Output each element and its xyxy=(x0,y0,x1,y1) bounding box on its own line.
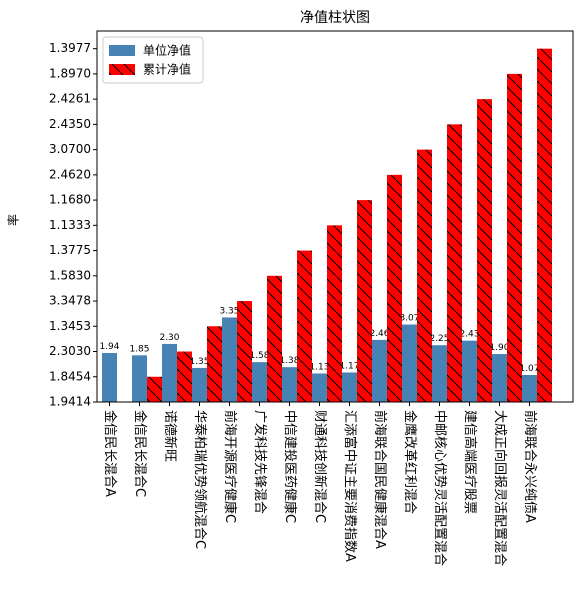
bar xyxy=(147,376,162,402)
x-tick-label: 金信民长混合C xyxy=(132,410,148,497)
data-label: 2.43 xyxy=(459,330,479,340)
bar xyxy=(372,339,387,402)
y-tick-label: 2.3030 xyxy=(49,344,91,358)
bar xyxy=(297,250,312,402)
x-tick-label: 财通科技创新混合C xyxy=(312,410,328,523)
x-tick-label: 中信建投医药健康C xyxy=(282,410,298,523)
bar xyxy=(462,340,477,402)
y-tick-label: 1.5830 xyxy=(49,268,91,282)
legend-label: 累计净值 xyxy=(143,62,191,77)
bar xyxy=(522,374,537,402)
data-label: 1.58 xyxy=(249,351,269,361)
bar xyxy=(132,355,147,402)
bar xyxy=(237,301,252,402)
y-tick-label: 3.0700 xyxy=(49,142,91,156)
y-tick-label: 1.3453 xyxy=(49,319,91,333)
y-tick-label: 2.4350 xyxy=(49,117,91,131)
bar xyxy=(417,149,432,402)
x-tick-label: 汇添富中证主要消费指数A xyxy=(342,410,358,562)
x-tick-label: 前海联合永兴纯债A xyxy=(522,410,538,523)
legend-swatch xyxy=(109,45,135,56)
y-tick-label: 1.1333 xyxy=(49,218,91,232)
y-tick-label: 1.8454 xyxy=(49,369,91,383)
data-label: 1.17 xyxy=(339,361,359,371)
y-tick-label: 2.4261 xyxy=(49,92,91,106)
bar xyxy=(537,48,552,403)
bar xyxy=(267,275,282,402)
bar xyxy=(312,373,327,402)
x-tick-label: 前海联合国民健康混合A xyxy=(372,410,388,549)
bar xyxy=(162,343,177,402)
x-tick-label: 华泰柏瑞优势领航混合C xyxy=(192,410,208,549)
chart-title: 净值柱状图 xyxy=(300,10,370,26)
data-label: 1.94 xyxy=(99,342,119,352)
plot-frame xyxy=(96,30,574,403)
y-tick-label: 3.3478 xyxy=(49,294,91,308)
x-tick-label: 建信高端医疗股票 xyxy=(462,410,478,514)
x-tick-label: 金信民长混合A xyxy=(102,410,118,497)
x-tick-label: 金鹰改革红利混合 xyxy=(402,410,418,514)
bar xyxy=(102,353,117,402)
bar xyxy=(282,367,297,402)
y-axis-label: 率 xyxy=(6,214,21,226)
data-label: 1.35 xyxy=(189,357,209,367)
y-tick-label: 2.4620 xyxy=(49,167,91,181)
y-tick-label: 1.9414 xyxy=(49,395,91,409)
bar xyxy=(207,326,222,402)
bar xyxy=(252,362,267,402)
data-label: 2.46 xyxy=(369,329,389,339)
legend-swatch xyxy=(109,64,135,75)
data-label: 3.35 xyxy=(219,306,239,316)
y-tick-label: 1.1680 xyxy=(49,193,91,207)
bar xyxy=(357,200,372,402)
y-tick-label: 1.3775 xyxy=(49,243,91,257)
y-tick-label: 1.8970 xyxy=(49,66,91,80)
bar xyxy=(387,174,402,402)
y-tick-label: 1.3977 xyxy=(49,41,91,55)
bar xyxy=(402,324,417,402)
data-label: 1.07 xyxy=(519,364,539,374)
data-label: 1.38 xyxy=(279,356,299,366)
data-label: 2.25 xyxy=(429,334,449,344)
bar xyxy=(327,225,342,402)
bar xyxy=(492,354,507,402)
x-tick-label: 诺德新旺 xyxy=(162,410,178,462)
x-tick-label: 前海开源医疗健康C xyxy=(222,410,238,523)
legend-label: 单位净值 xyxy=(143,43,191,58)
x-tick-label: 大成正向回报灵活配置混合 xyxy=(492,410,508,566)
bar xyxy=(342,372,357,402)
data-label: 1.13 xyxy=(309,362,329,372)
bar xyxy=(477,99,492,403)
data-label: 1.85 xyxy=(129,344,149,354)
data-label: 2.30 xyxy=(159,333,179,343)
bar xyxy=(432,345,447,402)
bar xyxy=(177,351,192,402)
x-tick-label: 中邮核心优势灵活配置混合 xyxy=(432,410,448,566)
bar xyxy=(447,124,462,402)
bar xyxy=(507,73,522,403)
x-tick-label: 广发科技先锋混合 xyxy=(252,410,268,514)
bar xyxy=(222,317,237,402)
data-label: 1.90 xyxy=(489,343,509,353)
data-label: 3.07 xyxy=(399,314,419,324)
bar xyxy=(192,367,207,402)
